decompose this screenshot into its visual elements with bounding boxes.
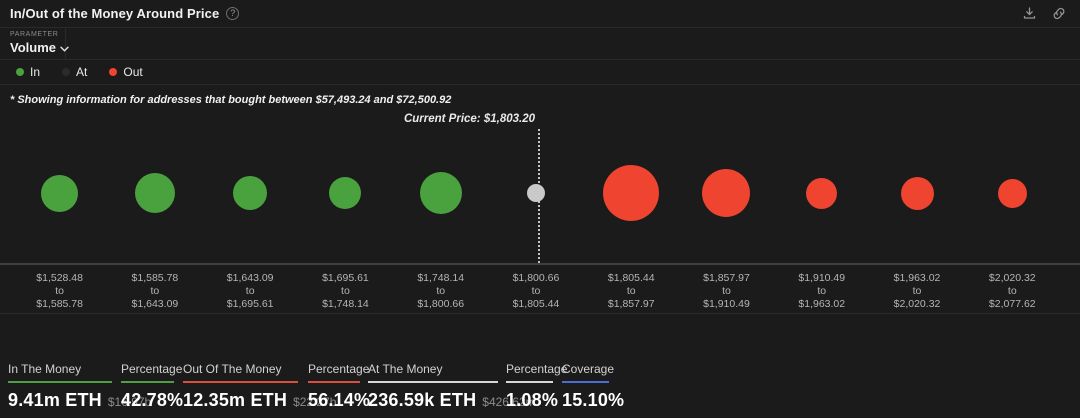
x-axis-line	[0, 263, 1080, 265]
stat-coverage-6: Coverage 15.10%	[562, 362, 625, 410]
bubble-at-5[interactable]	[488, 184, 583, 202]
bubble-out-9[interactable]	[869, 176, 964, 210]
bubble-in-2[interactable]	[203, 176, 298, 210]
legend-item-in[interactable]: In	[16, 65, 40, 79]
x-axis-labels: $1,528.48 to $1,585.78 $1,585.78 to $1,643.09…	[0, 272, 1080, 311]
bubble-out-6[interactable]	[584, 165, 679, 221]
in-dot-icon	[16, 68, 24, 76]
axis-label-2: $1,643.09 to $1,695.61	[226, 272, 274, 310]
stat-percentage-3: Percentage 56.14%	[308, 362, 371, 410]
download-icon[interactable]	[1022, 6, 1037, 21]
parameter-value: Volume	[10, 40, 56, 55]
axis-label-1: $1,585.78 to $1,643.09	[131, 272, 179, 310]
parameter-select[interactable]: PARAMETER Volume	[0, 28, 69, 59]
legend-item-at[interactable]: At	[62, 65, 87, 79]
bubble-out-8[interactable]	[774, 177, 869, 209]
link-icon[interactable]	[1051, 6, 1066, 21]
out-dot-icon	[109, 68, 118, 76]
parameter-row: PARAMETER Volume	[0, 28, 1080, 60]
axis-label-0: $1,528.48 to $1,585.78	[36, 272, 83, 310]
bubble-row	[0, 106, 1080, 280]
parameter-label: PARAMETER	[10, 31, 59, 38]
axis-label-3: $1,695.61 to $1,748.14	[322, 272, 369, 310]
chevron-down-icon	[60, 40, 69, 55]
stat-percentage-5: Percentage 1.08%	[506, 362, 568, 410]
bubble-in-0[interactable]	[12, 174, 107, 212]
address-range-note: * Showing information for addresses that…	[10, 94, 452, 106]
page-title: In/Out of the Money Around Price	[10, 6, 220, 21]
at-dot-icon	[62, 68, 71, 76]
axis-label-6: $1,805.44 to $1,857.97	[607, 272, 655, 310]
chart-divider	[0, 313, 1080, 314]
bubble-out-10[interactable]	[965, 178, 1060, 208]
legend: In At Out	[0, 60, 1080, 85]
help-icon[interactable]: ?	[226, 7, 240, 20]
bubble-chart: * Showing information for addresses that…	[0, 86, 1080, 315]
axis-label-10: $2,020.32 to $2,077.62	[988, 272, 1036, 310]
stat-percentage-1: Percentage 42.78%	[121, 362, 184, 410]
axis-label-8: $1,910.49 to $1,963.02	[798, 272, 846, 310]
chart-header: In/Out of the Money Around Price ?	[0, 0, 1080, 28]
axis-label-4: $1,748.14 to $1,800.66	[417, 272, 465, 310]
axis-label-9: $1,963.02 to $2,020.32	[893, 272, 941, 310]
legend-item-out[interactable]: Out	[109, 65, 143, 79]
axis-label-7: $1,857.97 to $1,910.49	[703, 272, 750, 310]
stat-at-the-money-4: At The Money 236.59k ETH $426.62m	[368, 362, 536, 410]
summary-stats: In The Money 9.41m ETH $16.97b Percentage 42…	[0, 362, 1080, 418]
stat-in-the-money-0: In The Money 9.41m ETH $16.97b	[8, 362, 152, 410]
stat-out-of-the-money-2: Out Of The Money 12.35m ETH $22.27b	[183, 362, 337, 410]
bubble-in-3[interactable]	[298, 177, 393, 209]
bubble-out-7[interactable]	[679, 169, 774, 217]
bubble-in-1[interactable]	[107, 173, 202, 213]
current-price-label: Current Price: $1,803.20	[403, 113, 535, 125]
bubble-in-4[interactable]	[393, 172, 488, 214]
axis-label-5: $1,800.66 to $1,805.44	[512, 272, 560, 310]
